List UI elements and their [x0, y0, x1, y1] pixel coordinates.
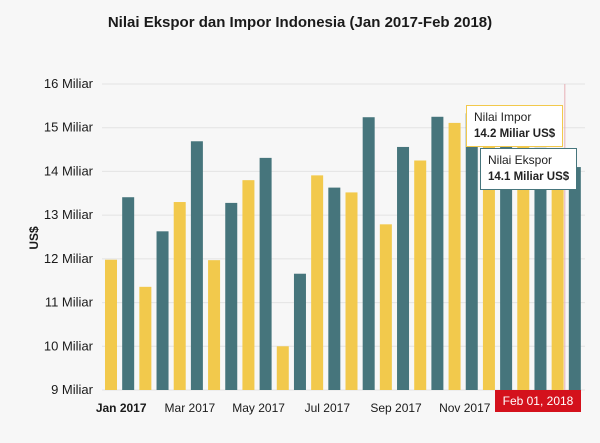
- import-bar[interactable]: [105, 259, 117, 390]
- export-bar[interactable]: [293, 273, 306, 390]
- import-bar[interactable]: [139, 286, 152, 390]
- y-tick-label: 12 Miliar: [44, 251, 94, 266]
- y-tick-label: 10 Miliar: [44, 338, 94, 353]
- x-tick-label: Jan 2017: [96, 401, 147, 415]
- import-bar[interactable]: [482, 125, 495, 390]
- import-bar[interactable]: [379, 224, 392, 390]
- chart-title: Nilai Ekspor dan Impor Indonesia (Jan 20…: [108, 14, 492, 31]
- y-tick-label: 15 Miliar: [44, 120, 94, 135]
- y-tick-label: 9 Miliar: [51, 382, 94, 397]
- bars[interactable]: [105, 113, 581, 391]
- x-tick-label: May 2017: [232, 401, 285, 415]
- export-bar[interactable]: [534, 147, 547, 390]
- import-bar[interactable]: [173, 202, 186, 390]
- export-bar[interactable]: [465, 113, 478, 390]
- x-tick-label: Sep 2017: [370, 401, 422, 415]
- import-bar[interactable]: [242, 180, 255, 390]
- tooltip-export: Nilai Ekspor 14.1 Miliar US$: [480, 148, 578, 190]
- import-bar[interactable]: [311, 175, 324, 390]
- import-bar[interactable]: [276, 346, 289, 390]
- date-badge: Feb 01, 2018: [495, 390, 581, 412]
- y-tick-label: 13 Miliar: [44, 207, 94, 222]
- tooltip-export-value: 14.1 Miliar US$: [488, 171, 570, 183]
- y-tick-label: 11 Miliar: [45, 295, 94, 310]
- x-axis-ticks: Jan 2017 Mar 2017 May 2017 Jul 2017 Sep 2017…: [96, 401, 491, 415]
- tooltip-import: Nilai Impor 14.2 Miliar US$: [466, 105, 564, 147]
- export-bar[interactable]: [156, 231, 169, 390]
- import-bar[interactable]: [448, 122, 461, 391]
- y-axis-ticks: 9 Miliar 10 Miliar 11 Miliar 12 Miliar 13 Mi…: [44, 76, 94, 397]
- y-tick-label: 14 Miliar: [44, 163, 94, 178]
- x-tick-label: Mar 2017: [165, 401, 216, 415]
- import-bar[interactable]: [208, 260, 221, 390]
- export-bar[interactable]: [397, 146, 410, 390]
- export-bar[interactable]: [328, 187, 341, 390]
- export-bar[interactable]: [259, 157, 272, 390]
- export-bar[interactable]: [568, 167, 581, 390]
- export-bar[interactable]: [122, 197, 135, 390]
- y-axis-label: US$: [27, 226, 41, 250]
- export-bar[interactable]: [225, 202, 238, 390]
- tooltip-import-label: Nilai Impor: [474, 110, 532, 124]
- export-bar[interactable]: [500, 136, 513, 390]
- import-bar[interactable]: [414, 160, 427, 391]
- x-tick-label: Jul 2017: [305, 401, 351, 415]
- export-bar[interactable]: [190, 141, 203, 390]
- tooltip-import-value: 14.2 Miliar US$: [474, 128, 556, 140]
- tooltip-export-label: Nilai Ekspor: [488, 153, 553, 167]
- import-bar[interactable]: [345, 192, 358, 390]
- export-bar[interactable]: [362, 117, 375, 391]
- x-tick-label: Nov 2017: [439, 401, 491, 415]
- y-tick-label: 16 Miliar: [44, 76, 94, 91]
- export-bar[interactable]: [431, 116, 444, 391]
- import-bar[interactable]: [551, 162, 564, 390]
